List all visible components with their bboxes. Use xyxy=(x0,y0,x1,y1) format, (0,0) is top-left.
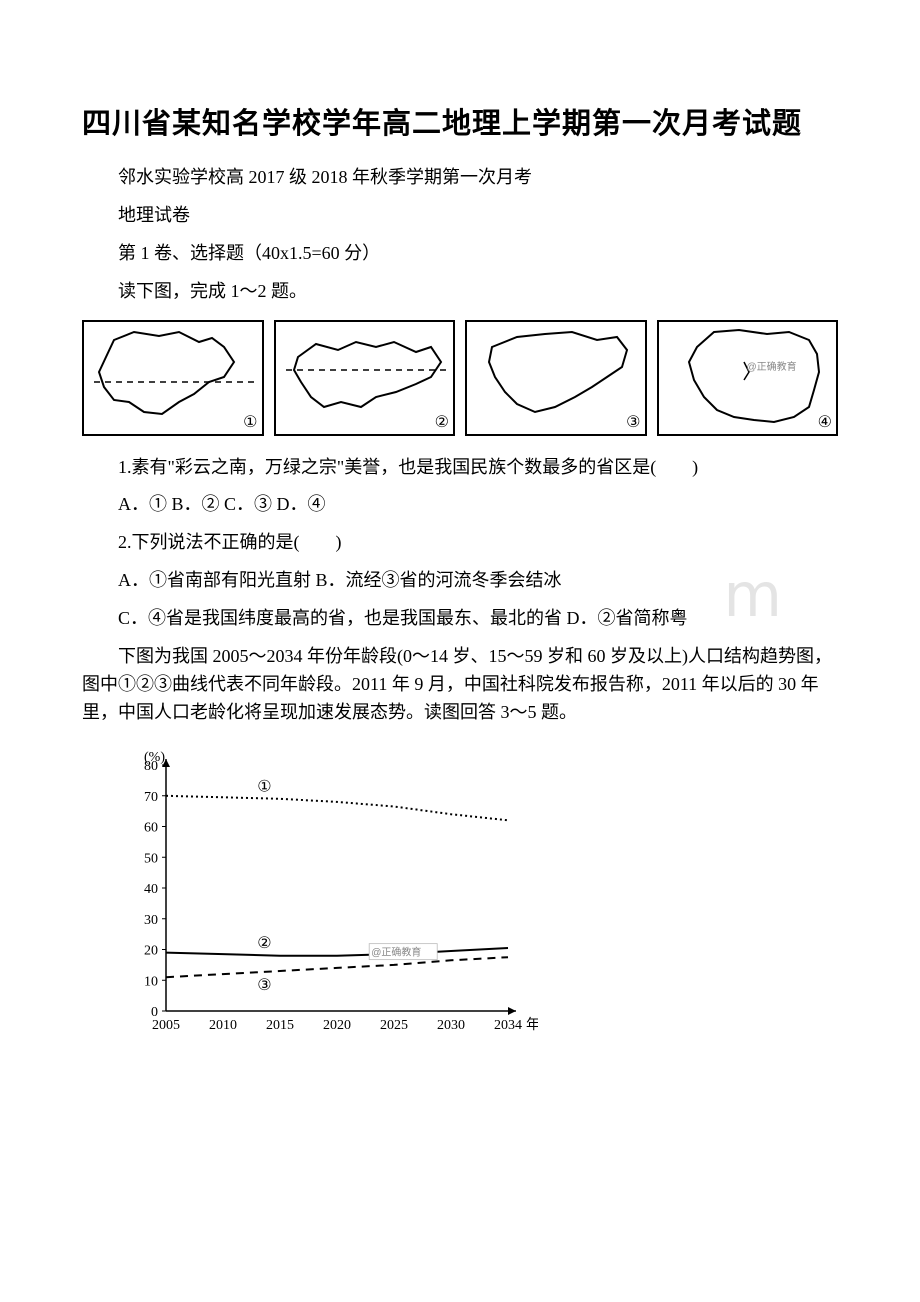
map-2-svg xyxy=(276,322,456,434)
subject-line: 地理试卷 xyxy=(82,202,838,230)
map-3-svg xyxy=(467,322,647,434)
map-4-watermark: @正确教育 xyxy=(747,358,797,373)
svg-text:2034: 2034 xyxy=(494,1018,522,1033)
map-1-num: ① xyxy=(243,412,257,432)
province-maps-row: ① ② ③ @正确教育 ④ xyxy=(82,320,838,436)
svg-text:@正确教育: @正确教育 xyxy=(371,945,421,958)
map-3: ③ xyxy=(465,320,647,436)
watermark-wrap: A．①省南部有阳光直射 B．流经③省的河流冬季会结冰 ⅿ xyxy=(82,567,838,595)
question-2-opts-cd: C．④省是我国纬度最高的省，也是我国最东、最北的省 D．②省简称粤 xyxy=(82,605,838,633)
school-line: 邻水实验学校高 2017 级 2018 年秋季学期第一次月考 xyxy=(82,164,838,192)
svg-text:2015: 2015 xyxy=(266,1018,294,1033)
svg-text:30: 30 xyxy=(144,912,158,927)
map-2: ② xyxy=(274,320,456,436)
map-2-num: ② xyxy=(435,412,449,432)
question-1-options: A．① B．② C．③ D．④ xyxy=(82,491,838,519)
map-4-num: ④ xyxy=(818,412,832,432)
svg-text:60: 60 xyxy=(144,820,158,835)
svg-text:50: 50 xyxy=(144,851,158,866)
population-chart: (%)0102030405060708020052010201520202025… xyxy=(118,745,838,1050)
svg-text:10: 10 xyxy=(144,974,158,989)
chart-intro: 下图为我国 2005～2034 年份年龄段(0～14 岁、15～59 岁和 60… xyxy=(82,643,838,727)
svg-text:①: ① xyxy=(257,778,271,795)
question-2-opts-ab: A．①省南部有阳光直射 B．流经③省的河流冬季会结冰 xyxy=(82,567,838,595)
map-4-svg xyxy=(659,322,839,434)
svg-text:20: 20 xyxy=(144,943,158,958)
svg-text:③: ③ xyxy=(257,977,271,994)
map-4: @正确教育 ④ xyxy=(657,320,839,436)
svg-text:70: 70 xyxy=(144,789,158,804)
svg-text:2025: 2025 xyxy=(380,1018,408,1033)
svg-text:②: ② xyxy=(257,935,271,952)
question-2: 2.下列说法不正确的是( ) xyxy=(82,529,838,557)
svg-text:年: 年 xyxy=(526,1017,538,1033)
svg-text:80: 80 xyxy=(144,759,158,774)
svg-text:2030: 2030 xyxy=(437,1018,465,1033)
population-chart-svg: (%)0102030405060708020052010201520202025… xyxy=(118,745,538,1045)
question-1: 1.素有"彩云之南，万绿之宗"美誉，也是我国民族个数最多的省区是( ) xyxy=(82,454,838,482)
map-3-num: ③ xyxy=(626,412,640,432)
svg-text:2010: 2010 xyxy=(209,1018,237,1033)
svg-text:2005: 2005 xyxy=(152,1018,180,1033)
svg-text:40: 40 xyxy=(144,882,158,897)
map-1: ① xyxy=(82,320,264,436)
section-line: 第 1 卷、选择题（40x1.5=60 分） xyxy=(82,240,838,268)
instruction-1: 读下图，完成 1～2 题。 xyxy=(82,278,838,306)
map-1-svg xyxy=(84,322,264,434)
exam-page: 四川省某知名学校学年高二地理上学期第一次月考试题 邻水实验学校高 2017 级 … xyxy=(0,0,920,1110)
page-title: 四川省某知名学校学年高二地理上学期第一次月考试题 xyxy=(82,100,838,142)
svg-text:2020: 2020 xyxy=(323,1018,351,1033)
